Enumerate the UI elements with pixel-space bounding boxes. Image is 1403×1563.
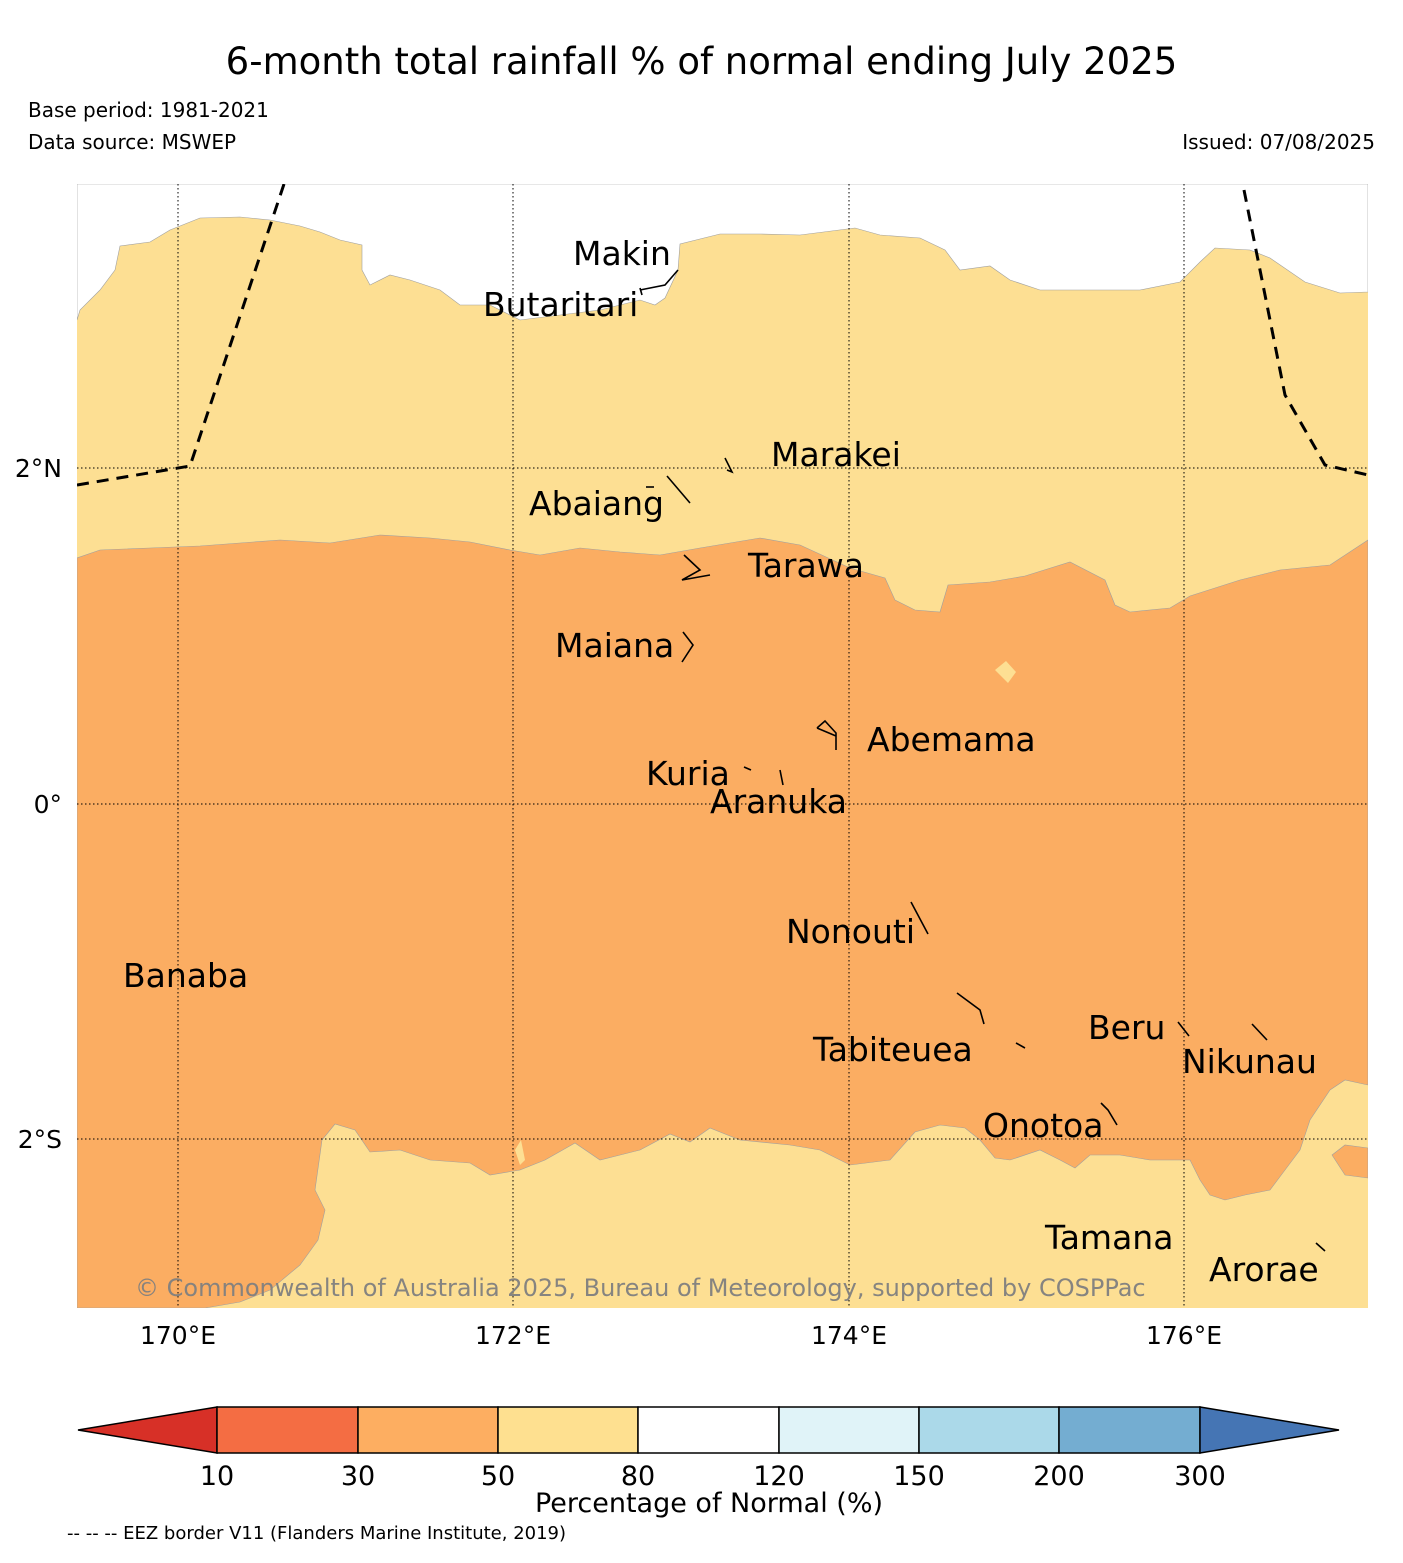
no-data-top (77, 184, 1368, 321)
island-label-butaritari: Butaritari (483, 285, 638, 324)
colorbar-segment-120-150 (778, 1406, 920, 1454)
region-50-80-patch (995, 661, 1016, 683)
island-label-marakei: Marakei (771, 435, 901, 474)
island-label-kuria: Kuria (646, 754, 730, 793)
colorbar-segment-150-200 (918, 1406, 1060, 1454)
graticule (77, 184, 1368, 1308)
island-label-banaba: Banaba (123, 956, 248, 995)
colorbar-segment-below-10 (77, 1406, 218, 1454)
island-label-abaiang: Abaiang (529, 484, 664, 523)
island-outlines (639, 269, 1326, 1252)
colorbar-tick: 50 (481, 1461, 515, 1492)
colorbar-segment-30-50 (357, 1406, 499, 1454)
issued-date-text: Issued: 07/08/2025 (1182, 130, 1375, 154)
island-label-nikunau: Nikunau (1182, 1042, 1317, 1081)
page-title: 6-month total rainfall % of normal endin… (225, 40, 1178, 83)
colorbar-tick: 10 (200, 1461, 234, 1492)
colorbar-label: Percentage of Normal (%) (534, 1488, 884, 1519)
lon-label-176e: 176°E (1146, 1321, 1222, 1350)
lon-label-174e: 174°E (811, 1321, 887, 1350)
island-label-abemama: Abemama (867, 720, 1036, 759)
island-label-aranuka: Aranuka (710, 782, 847, 821)
island-label-tamana: Tamana (1044, 1218, 1173, 1257)
copyright-text: © Commonwealth of Australia 2025, Bureau… (135, 1274, 1146, 1302)
island-label-onotoa: Onotoa (983, 1106, 1103, 1145)
colorbar-segment-above-300 (1199, 1406, 1340, 1454)
island-label-maiana: Maiana (555, 626, 674, 665)
data-source-text: Data source: MSWEP (28, 130, 237, 154)
colorbar-segment-50-80 (497, 1406, 639, 1454)
island-label-tabiteuea: Tabiteuea (812, 1030, 973, 1069)
lon-label-170e: 170°E (140, 1321, 216, 1350)
island-label-nonouti: Nonouti (786, 912, 915, 951)
colorbar-segment-200-300 (1058, 1406, 1201, 1454)
colorbar-segment-10-30 (216, 1406, 359, 1454)
eez-note: -- -- -- EEZ border V11 (Flanders Marine… (67, 1523, 567, 1544)
base-period-text: Base period: 1981-2021 (28, 98, 269, 122)
colorbar-tick: 30 (341, 1461, 375, 1492)
eez-border (77, 184, 1368, 487)
lat-label-2s: 2°S (18, 1125, 62, 1154)
island-label-arorae: Arorae (1209, 1250, 1319, 1289)
lat-label-0: 0° (34, 790, 62, 819)
colorbar-tick: 150 (893, 1461, 945, 1492)
region-30-50-percent (77, 534, 1368, 1308)
colorbar-segment-80-120 (637, 1406, 780, 1454)
island-label-beru: Beru (1088, 1008, 1165, 1047)
lon-label-172e: 172°E (475, 1321, 551, 1350)
region-50-80-patch-small (515, 1140, 525, 1165)
lat-label-2n: 2°N (15, 454, 62, 483)
island-label-tarawa: Tarawa (747, 546, 864, 585)
colorbar-tick: 300 (1174, 1461, 1226, 1492)
colorbar-tick: 120 (753, 1461, 805, 1492)
colorbar-tick: 200 (1033, 1461, 1085, 1492)
colorbar-tick: 80 (621, 1461, 655, 1492)
island-label-makin: Makin (573, 234, 671, 273)
region-30-50-southeast (1331, 1144, 1368, 1179)
